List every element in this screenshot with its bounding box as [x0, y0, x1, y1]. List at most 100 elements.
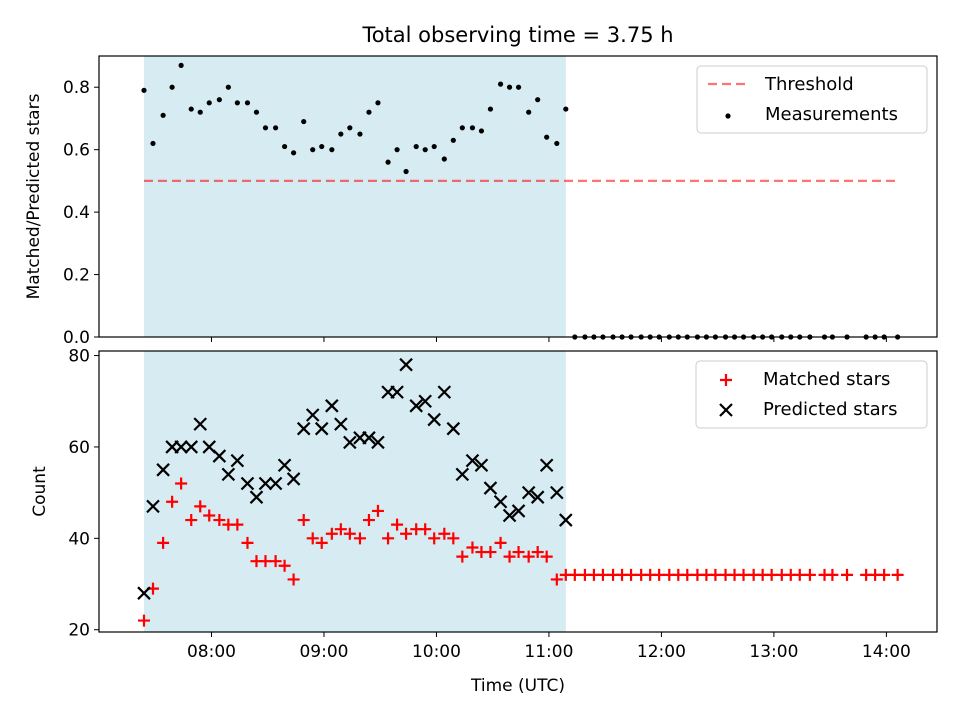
y-tick-label: 0.0 — [63, 328, 90, 348]
measurement-point — [262, 125, 269, 131]
y-tick-label: 40 — [68, 529, 90, 549]
measurement-point — [506, 84, 513, 90]
measurement-point — [329, 147, 335, 153]
predicted-point — [521, 485, 536, 500]
matched-point — [166, 495, 179, 508]
matched-point — [213, 514, 226, 527]
matched-point — [503, 550, 516, 563]
y-tick-label: 0.2 — [63, 266, 90, 286]
predicted-point — [334, 417, 348, 431]
top-axes-frame — [98, 55, 938, 338]
predicted-point — [286, 472, 301, 486]
measurement-point — [478, 128, 485, 134]
predicted-point — [427, 412, 441, 427]
measurement-point — [375, 100, 381, 106]
matched-point — [419, 523, 432, 536]
predicted-point — [249, 490, 264, 504]
predicted-point — [296, 421, 311, 436]
predicted-point — [474, 458, 489, 473]
matched-point — [137, 614, 150, 627]
matched-point — [325, 527, 338, 540]
matched-point — [596, 568, 609, 581]
bottom-axes-frame — [98, 350, 938, 633]
matched-point — [765, 568, 778, 581]
matched-point — [315, 536, 328, 549]
predicted-point — [539, 458, 554, 473]
measurement-point — [563, 106, 569, 112]
matched-point — [231, 518, 244, 531]
bottom-y-axis-label: Count — [30, 466, 50, 517]
matched-point — [438, 527, 451, 540]
matched-point — [841, 568, 854, 581]
measurement-point — [216, 97, 222, 103]
observing-span-bottom — [143, 351, 566, 632]
matched-point — [400, 527, 413, 540]
matched-point — [512, 546, 525, 559]
predicted-point — [258, 476, 273, 491]
matched-point — [241, 536, 254, 549]
measurement-point — [422, 147, 428, 153]
measurement-point — [366, 109, 372, 115]
matched-point — [353, 532, 366, 545]
predicted-point — [146, 499, 160, 514]
measurement-point — [178, 62, 184, 68]
measurement-point — [441, 156, 447, 162]
measurement-point — [431, 143, 437, 150]
measurement-point — [319, 143, 325, 150]
bottom-y-axis: 20 40 60 80 — [68, 347, 99, 641]
predicted-point — [399, 357, 413, 372]
predicted-point — [371, 435, 385, 450]
matched-point — [306, 532, 319, 545]
measurement-point — [272, 125, 279, 131]
matched-point — [653, 568, 666, 581]
predicted-point — [137, 586, 151, 600]
matched-point — [484, 546, 497, 559]
matched-point — [826, 568, 839, 581]
predicted-point — [502, 508, 517, 523]
top-y-axis-label: Matched/Predicted stars — [24, 93, 44, 299]
legend-predicted-label: Predicted stars — [763, 399, 897, 420]
predicted-point — [483, 481, 498, 495]
x-tick-label: 12:00 — [637, 642, 686, 662]
y-tick-label: 20 — [68, 621, 90, 641]
matched-point — [737, 568, 750, 581]
measurement-point — [197, 109, 203, 115]
matched-point — [681, 568, 694, 581]
x-tick-label: 08:00 — [187, 642, 236, 662]
legend-matched-label: Matched stars — [763, 369, 890, 390]
matched-point — [625, 568, 638, 581]
matched-point — [297, 514, 310, 527]
measurement-point — [244, 100, 251, 106]
predicted-point — [305, 408, 320, 422]
y-tick-label: 0.6 — [63, 141, 90, 161]
matched-point — [891, 568, 904, 581]
measurement-point — [310, 147, 316, 153]
x-tick-label: 13:00 — [749, 642, 798, 662]
measurement-point — [459, 125, 465, 131]
predicted-point — [277, 458, 292, 473]
predicted-point — [268, 476, 283, 491]
measurement-point — [188, 106, 194, 112]
matched-point — [456, 550, 469, 563]
predicted-point — [418, 394, 432, 409]
matched-point — [803, 568, 816, 581]
predicted-point — [221, 467, 236, 482]
measurement-point — [497, 81, 504, 87]
matched-point — [259, 555, 272, 568]
matched-point — [391, 518, 404, 531]
measurement-point — [169, 84, 175, 90]
matched-point — [194, 500, 207, 513]
predicted-point — [465, 453, 480, 468]
predicted-point — [343, 435, 357, 450]
matched-point — [428, 532, 441, 545]
predicted-point — [362, 431, 376, 445]
top-legend: Threshold Measurements — [696, 65, 928, 134]
measurement-point — [403, 168, 409, 175]
predicted-point — [240, 476, 255, 491]
matched-point — [494, 536, 507, 549]
predicted-point — [511, 504, 526, 518]
predicted-point — [530, 490, 545, 504]
predicted-point — [184, 440, 199, 454]
bottom-panel: 20 40 60 80 08:00 09:00 10:00 11:00 12:00 13:00 1… — [30, 337, 938, 696]
